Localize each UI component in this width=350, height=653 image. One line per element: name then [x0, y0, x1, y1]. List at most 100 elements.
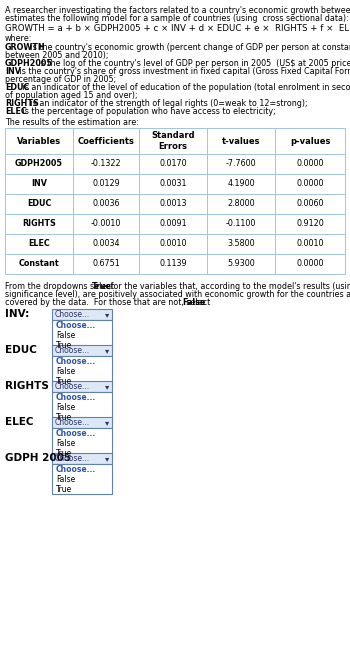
Text: GROWTH = a + b × GDPH2005 + c × INV + d × EDUC + e ×  RIGHTS + f ×  ELEC: GROWTH = a + b × GDPH2005 + c × INV + d …	[5, 24, 350, 33]
Bar	[52, 381, 112, 392]
Text: RIGHTS: RIGHTS	[5, 99, 39, 108]
Text: Choose...: Choose...	[55, 418, 90, 427]
Text: 0.0031: 0.0031	[159, 180, 187, 189]
Text: ELEC: ELEC	[28, 240, 50, 249]
Bar	[52, 356, 112, 386]
Bar	[52, 453, 112, 464]
Text: is an indicator of the level of education of the population (total enrolment in : is an indicator of the level of educatio…	[20, 83, 350, 92]
Text: 0.0170: 0.0170	[159, 159, 187, 168]
Text: EDUC: EDUC	[27, 200, 51, 208]
Text: ▾: ▾	[105, 382, 109, 391]
Text: False: False	[183, 298, 206, 307]
Text: -7.7600: -7.7600	[226, 159, 256, 168]
Text: 0.0000: 0.0000	[296, 180, 324, 189]
Text: significance level), are positively associated with economic growth for the coun: significance level), are positively asso…	[5, 290, 350, 299]
Text: 2.8000: 2.8000	[227, 200, 255, 208]
Text: ▾: ▾	[105, 454, 109, 463]
Text: 0.9120: 0.9120	[296, 219, 324, 229]
Text: 0.0000: 0.0000	[296, 159, 324, 168]
Text: True: True	[56, 377, 72, 385]
Text: is the country's economic growth (percent change of GDP per person at constant p: is the country's economic growth (percen…	[28, 43, 350, 52]
Bar	[52, 464, 112, 494]
Text: where:: where:	[5, 34, 32, 43]
Text: 0.1139: 0.1139	[159, 259, 187, 268]
Text: between 2005 and 2010);: between 2005 and 2010);	[5, 51, 108, 60]
Text: -0.0010: -0.0010	[91, 219, 121, 229]
Text: From the dropdowns select: From the dropdowns select	[5, 282, 117, 291]
Text: Choose...: Choose...	[56, 357, 96, 366]
Text: False: False	[56, 330, 75, 340]
Text: RIGHTS: RIGHTS	[22, 219, 56, 229]
Text: -0.1100: -0.1100	[226, 219, 256, 229]
Text: True: True	[92, 282, 112, 291]
Text: False: False	[56, 366, 75, 375]
Text: -0.1322: -0.1322	[91, 159, 121, 168]
Text: Variables: Variables	[17, 136, 61, 146]
Text: ▾: ▾	[105, 418, 109, 427]
Text: A researcher investigating the factors related to a country's economic growth be: A researcher investigating the factors r…	[5, 6, 350, 15]
Text: True: True	[56, 340, 72, 349]
Text: 3.5800: 3.5800	[227, 240, 255, 249]
Text: True: True	[56, 449, 72, 458]
Text: True: True	[56, 413, 72, 421]
Bar	[52, 417, 112, 428]
Text: for the variables that, according to the model's results (using a 5%: for the variables that, according to the…	[107, 282, 350, 291]
Text: estimates the following model for a sample of countries (using  cross sectional : estimates the following model for a samp…	[5, 14, 349, 23]
Text: is the country's share of gross investment in fixed capital (Gross Fixed Capital: is the country's share of gross investme…	[16, 67, 350, 76]
Text: Choose...: Choose...	[55, 454, 90, 463]
Text: 0.0036: 0.0036	[92, 200, 120, 208]
Text: p-values: p-values	[290, 136, 330, 146]
Text: ▾: ▾	[105, 310, 109, 319]
Text: INV: INV	[31, 180, 47, 189]
Text: 0.0129: 0.0129	[92, 180, 120, 189]
Text: 0.0034: 0.0034	[92, 240, 120, 249]
Text: EDUC: EDUC	[5, 345, 37, 355]
Bar	[52, 309, 112, 320]
Text: Constant: Constant	[19, 259, 59, 268]
Text: 0.0091: 0.0091	[159, 219, 187, 229]
Text: RIGHTS: RIGHTS	[5, 381, 49, 391]
Text: 0.0000: 0.0000	[296, 259, 324, 268]
Text: Choose...: Choose...	[55, 310, 90, 319]
Bar	[52, 392, 112, 422]
Text: Choose...: Choose...	[56, 428, 96, 438]
Text: False: False	[56, 475, 75, 483]
Text: Standard
Errors: Standard Errors	[151, 131, 195, 151]
Bar	[52, 428, 112, 458]
Bar	[52, 320, 112, 350]
Text: Choose...: Choose...	[55, 346, 90, 355]
Text: 0.0010: 0.0010	[159, 240, 187, 249]
Text: INV:: INV:	[5, 309, 29, 319]
Text: covered by the data.  For those that are not, select: covered by the data. For those that are …	[5, 298, 213, 307]
Text: is the percentage of population who have access to electricity;: is the percentage of population who have…	[20, 107, 276, 116]
Text: Choose...: Choose...	[55, 382, 90, 391]
Text: Coefficients: Coefficients	[78, 136, 134, 146]
Text: GDPH 2005: GDPH 2005	[5, 453, 71, 463]
Text: GDPH2005: GDPH2005	[5, 59, 53, 68]
Text: 0.0010: 0.0010	[296, 240, 324, 249]
Text: 0.0060: 0.0060	[296, 200, 324, 208]
Text: Choose...: Choose...	[56, 321, 96, 330]
Text: INV: INV	[5, 67, 21, 76]
Text: False: False	[56, 439, 75, 447]
Text: 5.9300: 5.9300	[227, 259, 255, 268]
Text: GROWTH: GROWTH	[5, 43, 46, 52]
Text: The results of the estimation are:: The results of the estimation are:	[5, 118, 139, 127]
Bar	[52, 345, 112, 356]
Text: GDPH2005: GDPH2005	[15, 159, 63, 168]
Text: 0.0013: 0.0013	[159, 200, 187, 208]
Text: 4.1900: 4.1900	[227, 180, 255, 189]
Text: ▾: ▾	[105, 346, 109, 355]
Text: is the log of the country's level of GDP per person in 2005  (US$ at 2005 prices: is the log of the country's level of GDP…	[36, 59, 350, 68]
Text: percentage of GDP in 2005;: percentage of GDP in 2005;	[5, 75, 116, 84]
Bar	[5, 128, 345, 274]
Text: 0.6751: 0.6751	[92, 259, 120, 268]
Text: is an indicator of the strength of legal rights (0=weak to 12=strong);: is an indicator of the strength of legal…	[28, 99, 308, 108]
Text: Choose...: Choose...	[56, 464, 96, 473]
Text: t-values: t-values	[222, 136, 260, 146]
Text: False: False	[56, 402, 75, 411]
Text: True: True	[56, 485, 72, 494]
Text: of population aged 15 and over);: of population aged 15 and over);	[5, 91, 138, 100]
Text: ELEC: ELEC	[5, 107, 27, 116]
Text: Choose...: Choose...	[56, 392, 96, 402]
